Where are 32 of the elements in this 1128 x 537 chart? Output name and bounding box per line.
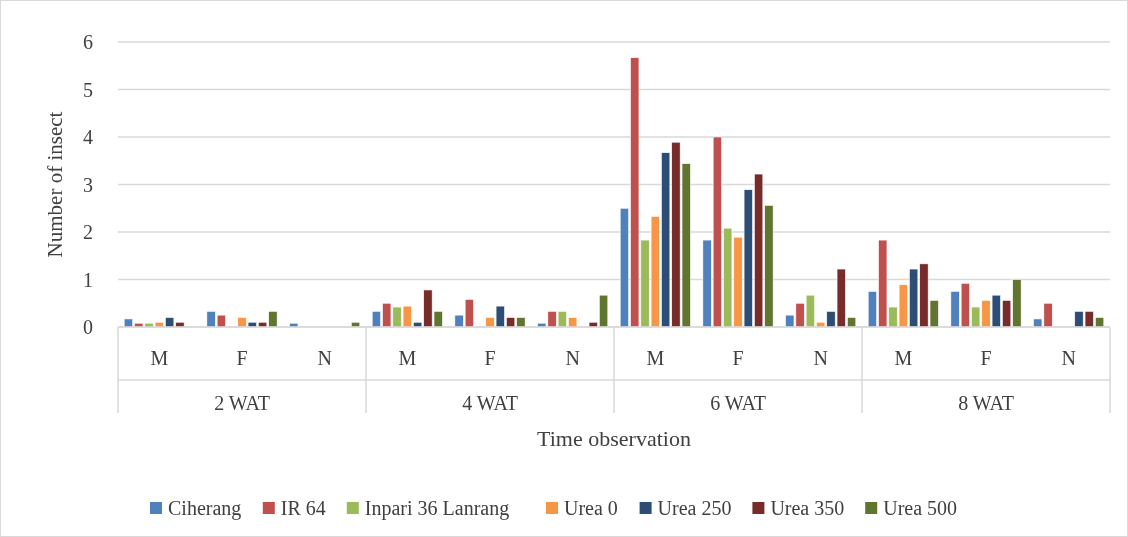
text: 8 WAT <box>958 392 1014 414</box>
y-tick-label: 5 <box>83 78 93 101</box>
x-tick-label: N <box>565 347 580 369</box>
x-tick-label: M <box>646 347 665 369</box>
x-tick-label: N <box>1061 347 1076 369</box>
text: 6 WAT <box>710 392 766 414</box>
x-tick-label: F <box>732 347 744 369</box>
legend-label: Inpari 36 Lanrang <box>364 497 510 520</box>
text: 4 WAT <box>462 392 518 414</box>
legend-label: Urea 0 <box>564 497 618 519</box>
y-tick-label: 1 <box>83 268 93 291</box>
legend-label: IR 64 <box>280 497 326 519</box>
x-tick-label: F <box>980 347 992 369</box>
y-tick-label: 3 <box>83 173 93 196</box>
text: 2 WAT <box>214 392 270 414</box>
y-tick-label: 4 <box>83 126 93 148</box>
legend-label: Ciherang <box>168 497 242 520</box>
legend-label: Urea 500 <box>883 497 958 519</box>
y-tick-label: 6 <box>83 31 93 53</box>
y-axis-title: Number of insect <box>43 111 67 258</box>
x-tick-label: F <box>484 347 496 369</box>
x-tick-label: N <box>317 347 332 369</box>
legend-label: Urea 350 <box>770 497 845 519</box>
x-tick-label: M <box>894 347 913 369</box>
legend-label: Urea 250 <box>657 497 732 519</box>
x-axis-title: Time observation <box>537 425 691 451</box>
x-tick-label: F <box>236 347 248 369</box>
x-tick-label: M <box>398 347 417 369</box>
x-tick-label: M <box>150 347 169 369</box>
y-tick-label: 0 <box>83 316 93 338</box>
x-tick-label: N <box>813 347 828 369</box>
y-tick-label: 2 <box>83 221 93 243</box>
